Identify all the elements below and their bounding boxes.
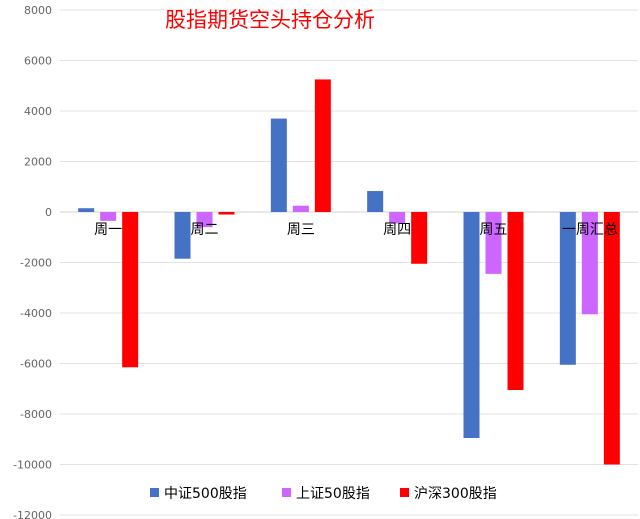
y-tick-label: -4000 bbox=[20, 307, 52, 320]
y-tick-label: -6000 bbox=[20, 358, 52, 371]
y-tick-label: -2000 bbox=[20, 257, 52, 270]
category-label: 周一 bbox=[94, 222, 122, 238]
y-tick-label: 8000 bbox=[24, 4, 52, 17]
bar bbox=[270, 118, 287, 212]
grid bbox=[60, 9, 638, 516]
legend-label: 沪深300股指 bbox=[414, 486, 497, 502]
y-tick-label: -8000 bbox=[20, 408, 52, 421]
x-axis: 周一 周二 周三 周四 周五 一周汇总 bbox=[94, 222, 618, 238]
legend-swatch bbox=[282, 488, 291, 497]
category-label: 周五 bbox=[480, 222, 508, 238]
bar bbox=[559, 212, 576, 365]
bar bbox=[122, 212, 139, 368]
y-axis: 8000 6000 4000 2000 0 -2000 -4000 -6000 -8000 -10… bbox=[13, 4, 52, 519]
bar bbox=[507, 212, 524, 391]
chart-title: 股指期货空头持仓分析 bbox=[165, 8, 375, 32]
y-tick-label: -10000 bbox=[13, 459, 52, 472]
category-label: 一周汇总 bbox=[562, 222, 618, 238]
bar bbox=[314, 79, 331, 212]
bar bbox=[367, 191, 384, 212]
bar bbox=[292, 205, 309, 212]
legend: 中证500股指 上证50股指 沪深300股指 bbox=[150, 486, 497, 502]
bar bbox=[100, 212, 117, 221]
y-tick-label: 2000 bbox=[24, 156, 52, 169]
y-tick-label: -12000 bbox=[13, 509, 52, 519]
legend-swatch bbox=[150, 488, 159, 497]
bar bbox=[411, 212, 428, 264]
bar bbox=[485, 212, 502, 274]
category-label: 周三 bbox=[287, 222, 315, 238]
y-tick-label: 4000 bbox=[24, 105, 52, 118]
legend-label: 中证500股指 bbox=[164, 486, 247, 502]
category-label: 周四 bbox=[383, 222, 411, 238]
bar bbox=[78, 208, 95, 212]
bar bbox=[196, 212, 213, 228]
category-label: 周二 bbox=[191, 222, 219, 238]
legend-swatch bbox=[400, 488, 409, 497]
bar bbox=[581, 212, 598, 315]
bar bbox=[174, 212, 191, 259]
y-tick-label: 6000 bbox=[24, 55, 52, 68]
bar bbox=[218, 212, 235, 215]
bar bbox=[603, 212, 620, 465]
y-tick-label: 0 bbox=[45, 206, 52, 219]
legend-label: 上证50股指 bbox=[296, 486, 370, 502]
bar bbox=[463, 212, 480, 438]
bars bbox=[78, 79, 620, 465]
bar bbox=[389, 212, 406, 224]
